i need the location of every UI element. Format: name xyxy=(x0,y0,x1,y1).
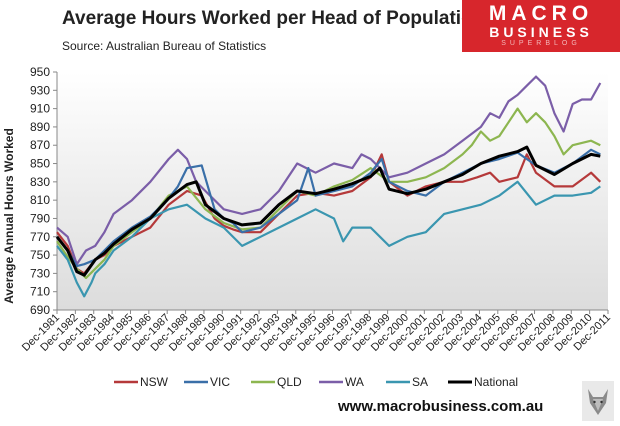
y-tick-label: 790 xyxy=(30,211,50,225)
y-tick-label: 930 xyxy=(30,83,50,97)
legend-label-qld: QLD xyxy=(277,375,302,389)
series-lines xyxy=(55,75,602,298)
legend-label-nsw: NSW xyxy=(140,375,169,389)
y-tick-label: 890 xyxy=(30,120,50,134)
legend-label-national: National xyxy=(474,375,518,389)
legend-label-vic: VIC xyxy=(210,375,230,389)
brand-logo: MACRO BUSINESS SUPERBLOG xyxy=(462,0,620,52)
y-tick-label: 690 xyxy=(30,303,50,317)
y-tick-label: 770 xyxy=(30,230,50,244)
legend-label-wa: WA xyxy=(345,375,364,389)
y-axis-label: Average Annual Hours Worked xyxy=(2,128,16,304)
series-line-wa xyxy=(56,75,602,266)
website-url: www.macrobusiness.com.au xyxy=(338,398,544,415)
legend: NSW VIC QLD WA SA National xyxy=(114,375,518,389)
series-line-sa xyxy=(56,180,601,298)
y-tick-label: 830 xyxy=(30,175,50,189)
y-tick-label: 870 xyxy=(30,138,50,152)
y-tick-label: 710 xyxy=(30,285,50,299)
y-tick-label: 950 xyxy=(30,65,50,79)
chart-title: Average Hours Worked per Head of Populat… xyxy=(62,8,485,29)
series-line-qld xyxy=(56,107,601,280)
y-tick-label: 810 xyxy=(30,193,50,207)
logo-line-3: SUPERBLOG xyxy=(501,40,581,47)
logo-line-2: BUSINESS xyxy=(489,24,593,40)
legend-label-sa: SA xyxy=(412,375,428,389)
logo-line-1: MACRO xyxy=(488,2,594,25)
series-line-national xyxy=(55,145,601,277)
y-tick-label: 850 xyxy=(30,157,50,171)
y-tick-label: 910 xyxy=(30,102,50,116)
y-tick-label: 730 xyxy=(30,266,50,280)
chart-subtitle: Source: Australian Bureau of Statistics xyxy=(62,39,267,53)
y-tick-label: 750 xyxy=(30,248,50,262)
fox-mascot-icon xyxy=(582,381,614,421)
series-line-vic xyxy=(56,148,601,268)
